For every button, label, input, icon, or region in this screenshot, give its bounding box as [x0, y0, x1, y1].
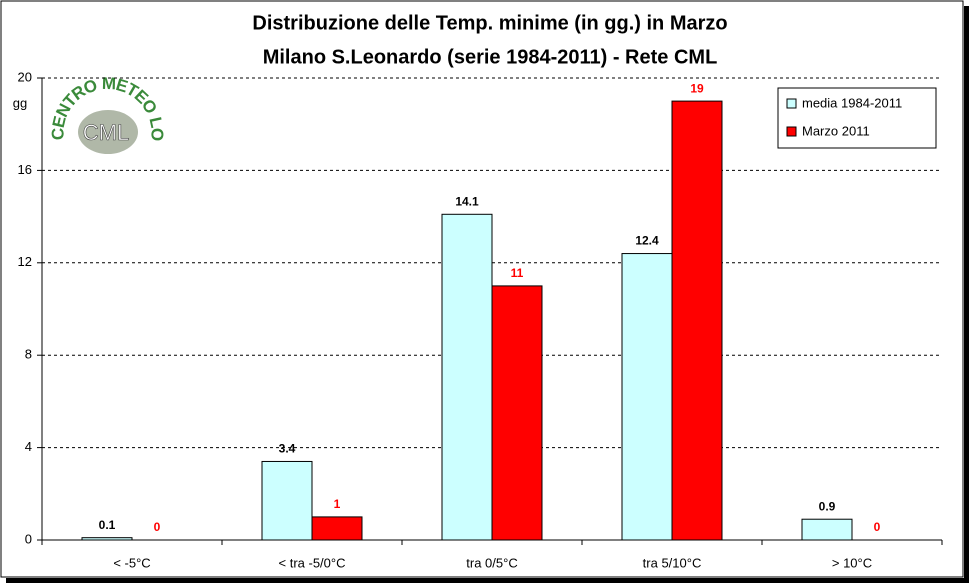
chart-title: Distribuzione delle Temp. minime (in gg.…	[252, 12, 727, 34]
data-label: 11	[511, 266, 524, 280]
x-tick-label: tra 5/10°C	[643, 555, 702, 570]
data-label: 0.1	[99, 518, 116, 532]
y-tick-label: 4	[25, 439, 32, 454]
y-axis-label: gg	[13, 95, 27, 110]
data-label: 0.9	[819, 499, 836, 513]
data-label: 19	[690, 81, 704, 95]
y-tick-label: 12	[18, 254, 32, 269]
frame-shadow	[964, 6, 969, 582]
logo-abbr: CML	[83, 120, 129, 145]
data-label: 12.4	[635, 234, 659, 248]
chart-subtitle: Milano S.Leonardo (serie 1984-2011) - Re…	[263, 46, 718, 68]
x-tick-label: tra 0/5°C	[466, 555, 517, 570]
data-label: 0	[874, 520, 881, 534]
frame-shadow	[6, 578, 969, 583]
legend-swatch	[786, 126, 797, 137]
legend-box	[777, 87, 937, 149]
y-tick-label: 8	[25, 347, 32, 362]
data-label: 0	[154, 520, 161, 534]
y-tick-label: 20	[18, 69, 32, 84]
bar	[621, 253, 673, 541]
bar	[81, 537, 133, 541]
x-tick-label: < -5°C	[113, 555, 150, 570]
bar	[261, 460, 313, 541]
legend-swatch	[786, 98, 797, 109]
y-tick-label: 0	[25, 531, 32, 546]
legend-label: media 1984-2011	[802, 95, 902, 110]
data-label: 1	[334, 497, 341, 511]
data-label: 3.4	[279, 442, 296, 456]
bar	[801, 518, 853, 541]
bar	[671, 100, 723, 541]
data-label: 14.1	[455, 194, 479, 208]
x-tick-label: > 10°C	[832, 555, 872, 570]
bar	[491, 285, 543, 541]
legend-label: Marzo 2011	[802, 123, 870, 138]
bar	[441, 213, 493, 541]
y-tick-label: 16	[18, 162, 32, 177]
bar	[311, 516, 363, 541]
logo-shape	[78, 110, 138, 154]
x-tick-label: < tra -5/0°C	[279, 555, 346, 570]
